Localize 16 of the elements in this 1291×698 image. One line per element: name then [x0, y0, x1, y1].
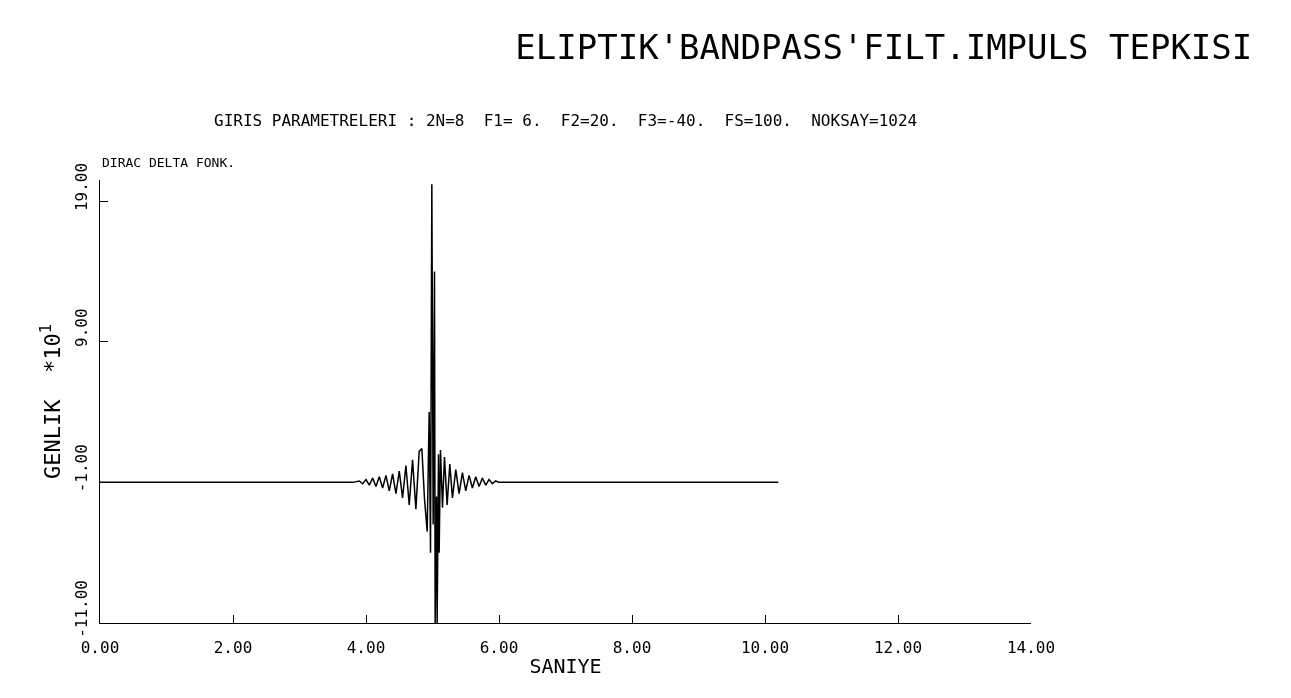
x-tick-label: 12.00 — [873, 638, 923, 658]
x-tick-label: 0.00 — [80, 638, 120, 658]
y-tick-label: 9.00 — [71, 308, 91, 347]
y-tick-label: 19.00 — [71, 162, 91, 212]
x-tick-label: 14.00 — [1006, 638, 1056, 658]
x-tick-label: 10.00 — [740, 638, 790, 658]
text: DIRAC DELTA FONK. — [102, 155, 236, 170]
chart-title: ELIPTIK'BANDPASS'FILT.IMPULS TEPKISI — [515, 26, 1253, 67]
chart-subtitle: GIRIS PARAMETRELERI : 2N=8 F1= 6. F2=20. F3=-40. FS=100. NOKSAY=1024 — [214, 111, 918, 130]
x-tick-label: 6.00 — [479, 638, 519, 658]
x-tick-label: 4.00 — [346, 638, 386, 658]
x-axis-title: SANIYE — [529, 653, 602, 678]
y-tick-label: -11.00 — [71, 580, 91, 638]
y-tick-label: -1.00 — [71, 444, 91, 493]
x-tick-label: 8.00 — [612, 638, 652, 658]
x-tick-label: 2.00 — [213, 638, 253, 658]
